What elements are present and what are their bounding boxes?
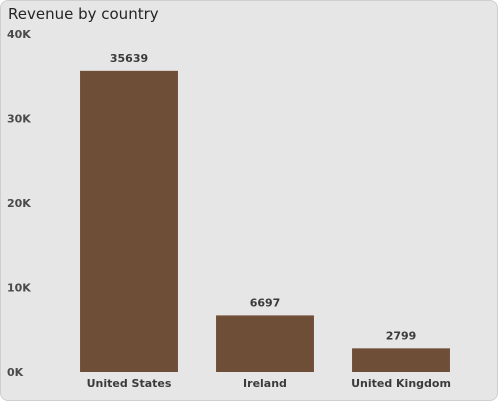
data-label: 35639 xyxy=(110,52,148,65)
y-tick-label: 30K xyxy=(7,113,31,126)
x-tick-label: United States xyxy=(87,377,172,390)
y-tick-label: 40K xyxy=(7,28,31,41)
data-label: 6697 xyxy=(250,296,281,309)
y-tick-label: 0K xyxy=(7,366,24,379)
bar xyxy=(352,348,450,372)
bar xyxy=(80,70,178,372)
x-tick-label: United Kingdom xyxy=(351,377,451,390)
x-tick-label: Ireland xyxy=(243,377,287,390)
y-tick-label: 20K xyxy=(7,197,31,210)
data-label: 2799 xyxy=(386,329,417,342)
y-tick-label: 10K xyxy=(7,282,31,295)
bar xyxy=(216,315,314,372)
chart-title: Revenue by country xyxy=(8,5,159,23)
